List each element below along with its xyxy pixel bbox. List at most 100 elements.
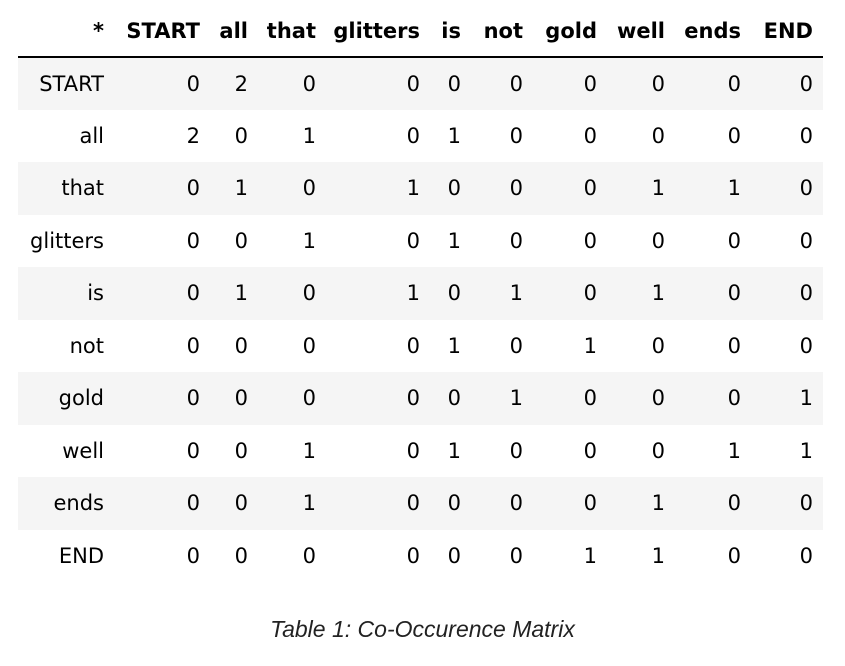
row-header: not — [69, 333, 104, 358]
co-occurrence-matrix-table: * START all that glitters is not gold we… — [18, 6, 823, 582]
matrix-cell: 0 — [186, 438, 200, 463]
matrix-cell: 0 — [234, 228, 248, 253]
matrix-cell: 0 — [799, 228, 813, 253]
matrix-cell: 0 — [447, 491, 461, 516]
matrix-cell: 0 — [727, 281, 741, 306]
matrix-cell: 0 — [447, 386, 461, 411]
matrix-cell: 1 — [406, 281, 420, 306]
matrix-cell: 0 — [302, 281, 316, 306]
matrix-cell: 0 — [651, 438, 665, 463]
matrix-cell: 0 — [583, 176, 597, 201]
table-row: START 0 2 0 0 0 0 0 0 0 0 — [18, 57, 823, 110]
corner-header: * — [18, 6, 114, 58]
row-header: END — [58, 543, 104, 568]
matrix-cell: 0 — [583, 491, 597, 516]
matrix-cell: 0 — [186, 386, 200, 411]
column-header: glitters — [326, 6, 430, 58]
row-header: is — [87, 281, 104, 306]
table-row: END 0 0 0 0 0 0 1 1 0 0 — [18, 530, 823, 583]
matrix-cell: 1 — [302, 123, 316, 148]
header-row: * START all that glitters is not gold we… — [18, 6, 823, 58]
matrix-cell: 1 — [509, 281, 523, 306]
matrix-cell: 0 — [406, 333, 420, 358]
matrix-cell: 1 — [651, 491, 665, 516]
column-header: END — [751, 6, 823, 58]
matrix-cell: 0 — [509, 438, 523, 463]
matrix-cell: 1 — [234, 281, 248, 306]
matrix-cell: 0 — [583, 386, 597, 411]
matrix-cell: 1 — [447, 333, 461, 358]
matrix-cell: 0 — [583, 438, 597, 463]
matrix-cell: 0 — [799, 543, 813, 568]
matrix-cell: 1 — [509, 386, 523, 411]
matrix-cell: 0 — [302, 176, 316, 201]
table-row: gold 0 0 0 0 0 1 0 0 0 1 — [18, 372, 823, 425]
matrix-cell: 0 — [799, 333, 813, 358]
matrix-cell: 0 — [509, 123, 523, 148]
matrix-cell: 0 — [727, 491, 741, 516]
matrix-cell: 1 — [302, 491, 316, 516]
matrix-cell: 0 — [509, 491, 523, 516]
matrix-cell: 0 — [447, 176, 461, 201]
matrix-cell: 0 — [509, 228, 523, 253]
matrix-cell: 0 — [234, 123, 248, 148]
matrix-cell: 0 — [727, 123, 741, 148]
row-header: gold — [58, 386, 104, 411]
matrix-cell: 0 — [234, 333, 248, 358]
matrix-cell: 0 — [799, 281, 813, 306]
matrix-cell: 0 — [186, 228, 200, 253]
matrix-cell: 0 — [727, 71, 741, 96]
matrix-cell: 0 — [186, 543, 200, 568]
matrix-cell: 1 — [406, 176, 420, 201]
table-row: ends 0 0 1 0 0 0 0 1 0 0 — [18, 477, 823, 530]
matrix-cell: 0 — [234, 386, 248, 411]
matrix-cell: 1 — [651, 176, 665, 201]
table-row: that 0 1 0 1 0 0 0 1 1 0 — [18, 162, 823, 215]
matrix-cell: 0 — [509, 333, 523, 358]
table-row: not 0 0 0 0 1 0 1 0 0 0 — [18, 320, 823, 373]
matrix-cell: 1 — [651, 543, 665, 568]
matrix-cell: 0 — [509, 176, 523, 201]
column-header: not — [471, 6, 533, 58]
matrix-cell: 1 — [234, 176, 248, 201]
row-header: ends — [53, 491, 104, 516]
row-header: that — [61, 176, 104, 201]
matrix-cell: 0 — [447, 71, 461, 96]
matrix-cell: 0 — [651, 333, 665, 358]
column-header: well — [607, 6, 675, 58]
column-header: gold — [533, 6, 607, 58]
matrix-cell: 0 — [799, 71, 813, 96]
matrix-cell: 1 — [447, 228, 461, 253]
matrix-cell: 0 — [406, 386, 420, 411]
matrix-cell: 0 — [727, 543, 741, 568]
matrix-cell: 0 — [583, 281, 597, 306]
matrix-cell: 0 — [447, 281, 461, 306]
matrix-cell: 0 — [799, 176, 813, 201]
column-header: START — [114, 6, 210, 58]
table-row: is 0 1 0 1 0 1 0 1 0 0 — [18, 267, 823, 320]
matrix-cell: 1 — [799, 438, 813, 463]
matrix-cell: 1 — [799, 386, 813, 411]
matrix-cell: 1 — [727, 438, 741, 463]
matrix-cell: 0 — [799, 123, 813, 148]
matrix-cell: 0 — [406, 228, 420, 253]
matrix-cell: 0 — [186, 71, 200, 96]
matrix-cell: 0 — [509, 71, 523, 96]
row-header: all — [79, 123, 104, 148]
matrix-cell: 0 — [583, 228, 597, 253]
matrix-cell: 0 — [186, 176, 200, 201]
matrix-cell: 0 — [651, 71, 665, 96]
matrix-cell: 0 — [234, 491, 248, 516]
matrix-cell: 0 — [583, 71, 597, 96]
matrix-cell: 0 — [234, 438, 248, 463]
matrix-cell: 0 — [302, 333, 316, 358]
matrix-cell: 0 — [727, 228, 741, 253]
matrix-cell: 0 — [234, 543, 248, 568]
matrix-cell: 0 — [651, 228, 665, 253]
matrix-cell: 0 — [186, 491, 200, 516]
matrix-cell: 0 — [406, 543, 420, 568]
matrix-cell: 0 — [727, 386, 741, 411]
matrix-cell: 1 — [583, 543, 597, 568]
matrix-cell: 1 — [447, 438, 461, 463]
matrix-cell: 2 — [186, 123, 200, 148]
